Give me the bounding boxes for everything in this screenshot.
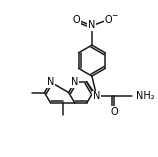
Text: N: N	[93, 91, 100, 101]
Text: O: O	[73, 15, 80, 25]
Text: O: O	[105, 15, 112, 25]
Text: N: N	[47, 77, 54, 87]
Text: N: N	[88, 20, 96, 30]
Text: −: −	[111, 12, 117, 21]
Text: N: N	[93, 91, 100, 101]
Text: O: O	[110, 107, 118, 117]
Text: N: N	[71, 77, 78, 87]
Text: NH₂: NH₂	[136, 91, 155, 101]
